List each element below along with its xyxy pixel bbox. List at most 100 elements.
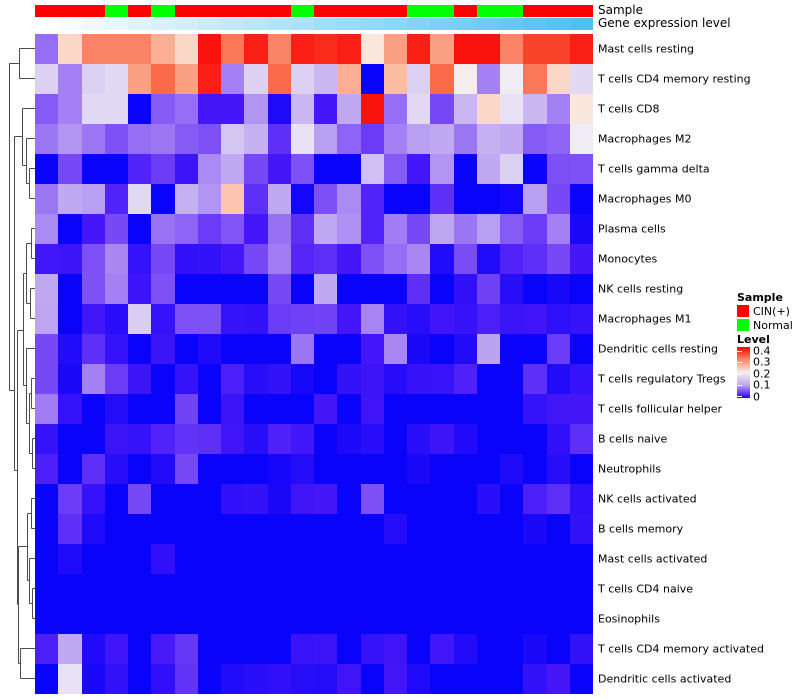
heatmap-cell [546, 454, 570, 484]
heatmap-cell [383, 184, 407, 214]
heatmap-cell [360, 394, 384, 424]
heatmap-cell [523, 634, 547, 664]
heatmap-cell [383, 64, 407, 94]
heatmap-cell [430, 304, 454, 334]
heatmap-cell [267, 484, 291, 514]
heatmap-cell [197, 574, 221, 604]
heatmap-cell [360, 334, 384, 364]
heatmap-cell [81, 664, 105, 694]
heatmap-cell [407, 64, 431, 94]
heatmap-cell [221, 154, 245, 184]
heatmap-cell [104, 304, 128, 334]
gene-annotation-cell [407, 18, 431, 30]
heatmap-cell [430, 364, 454, 394]
heatmap-cell [58, 304, 82, 334]
heatmap-cell [314, 64, 338, 94]
heatmap-cell [81, 484, 105, 514]
heatmap-cell [290, 394, 314, 424]
heatmap-cell [360, 424, 384, 454]
heatmap-cell [35, 544, 59, 574]
heatmap-cell [197, 64, 221, 94]
heatmap-cell [267, 304, 291, 334]
heatmap-cell [314, 364, 338, 394]
heatmap-cell [151, 244, 175, 274]
heatmap-cell [453, 94, 477, 124]
heatmap-cell [128, 634, 152, 664]
heatmap-cell [360, 574, 384, 604]
heatmap-cell [151, 124, 175, 154]
heatmap-cell [244, 514, 268, 544]
heatmap-cell [174, 604, 198, 634]
heatmap-cell [407, 184, 431, 214]
heatmap-cell [197, 364, 221, 394]
row-label: Dendritic cells activated [598, 672, 732, 686]
heatmap-row [35, 454, 593, 484]
heatmap-cell [197, 34, 221, 64]
heatmap-cell [314, 124, 338, 154]
heatmap-cell [174, 214, 198, 244]
heatmap-cell [35, 214, 59, 244]
heatmap-cell [383, 634, 407, 664]
heatmap-cell [453, 244, 477, 274]
heatmap-cell [407, 574, 431, 604]
heatmap-cell [383, 334, 407, 364]
heatmap-cell [500, 64, 524, 94]
heatmap-cell [500, 244, 524, 274]
heatmap-cell [476, 574, 500, 604]
heatmap-cell [58, 664, 82, 694]
heatmap-cell [35, 574, 59, 604]
row-label: Macrophages M1 [598, 312, 692, 326]
gene-annotation-cell [104, 18, 128, 30]
heatmap-row [35, 484, 593, 514]
heatmap-cell [104, 334, 128, 364]
heatmap-cell [290, 604, 314, 634]
heatmap-cell [290, 154, 314, 184]
heatmap-cell [104, 394, 128, 424]
heatmap-row [35, 364, 593, 394]
heatmap-row [35, 544, 593, 574]
heatmap-cell [383, 304, 407, 334]
heatmap-cell [569, 634, 593, 664]
heatmap-cell [267, 244, 291, 274]
heatmap-cell [174, 94, 198, 124]
heatmap-cell [267, 364, 291, 394]
heatmap-cell [58, 484, 82, 514]
heatmap-cell [569, 574, 593, 604]
heatmap-cell [151, 274, 175, 304]
heatmap-cell [360, 634, 384, 664]
heatmap-row [35, 604, 593, 634]
heatmap-cell [244, 604, 268, 634]
row-label: Neutrophils [598, 462, 662, 476]
heatmap-cell [523, 454, 547, 484]
heatmap-cell [360, 484, 384, 514]
heatmap-cell [151, 544, 175, 574]
heatmap-cell [104, 604, 128, 634]
heatmap-cell [197, 394, 221, 424]
heatmap-cell [174, 184, 198, 214]
heatmap-cell [476, 544, 500, 574]
heatmap-cell [430, 334, 454, 364]
heatmap-cell [35, 274, 59, 304]
heatmap-cell [337, 304, 361, 334]
heatmap-cell [569, 94, 593, 124]
heatmap-cell [267, 634, 291, 664]
heatmap-cell [81, 454, 105, 484]
heatmap-cell [314, 544, 338, 574]
heatmap-cell [407, 364, 431, 394]
heatmap-cell [221, 454, 245, 484]
heatmap-cell [546, 394, 570, 424]
heatmap-cell [128, 364, 152, 394]
heatmap-cell [221, 574, 245, 604]
heatmap-cell [151, 64, 175, 94]
heatmap-cell [360, 34, 384, 64]
heatmap-cell [128, 664, 152, 694]
heatmap-cell [197, 124, 221, 154]
heatmap-cell [500, 364, 524, 394]
row-label: T cells CD4 memory activated [598, 642, 764, 656]
heatmap-cell [267, 214, 291, 244]
gene-annotation-cell [430, 18, 454, 30]
heatmap-cell [407, 154, 431, 184]
heatmap-cell [58, 364, 82, 394]
row-label: Plasma cells [598, 222, 666, 236]
heatmap-cell [35, 364, 59, 394]
